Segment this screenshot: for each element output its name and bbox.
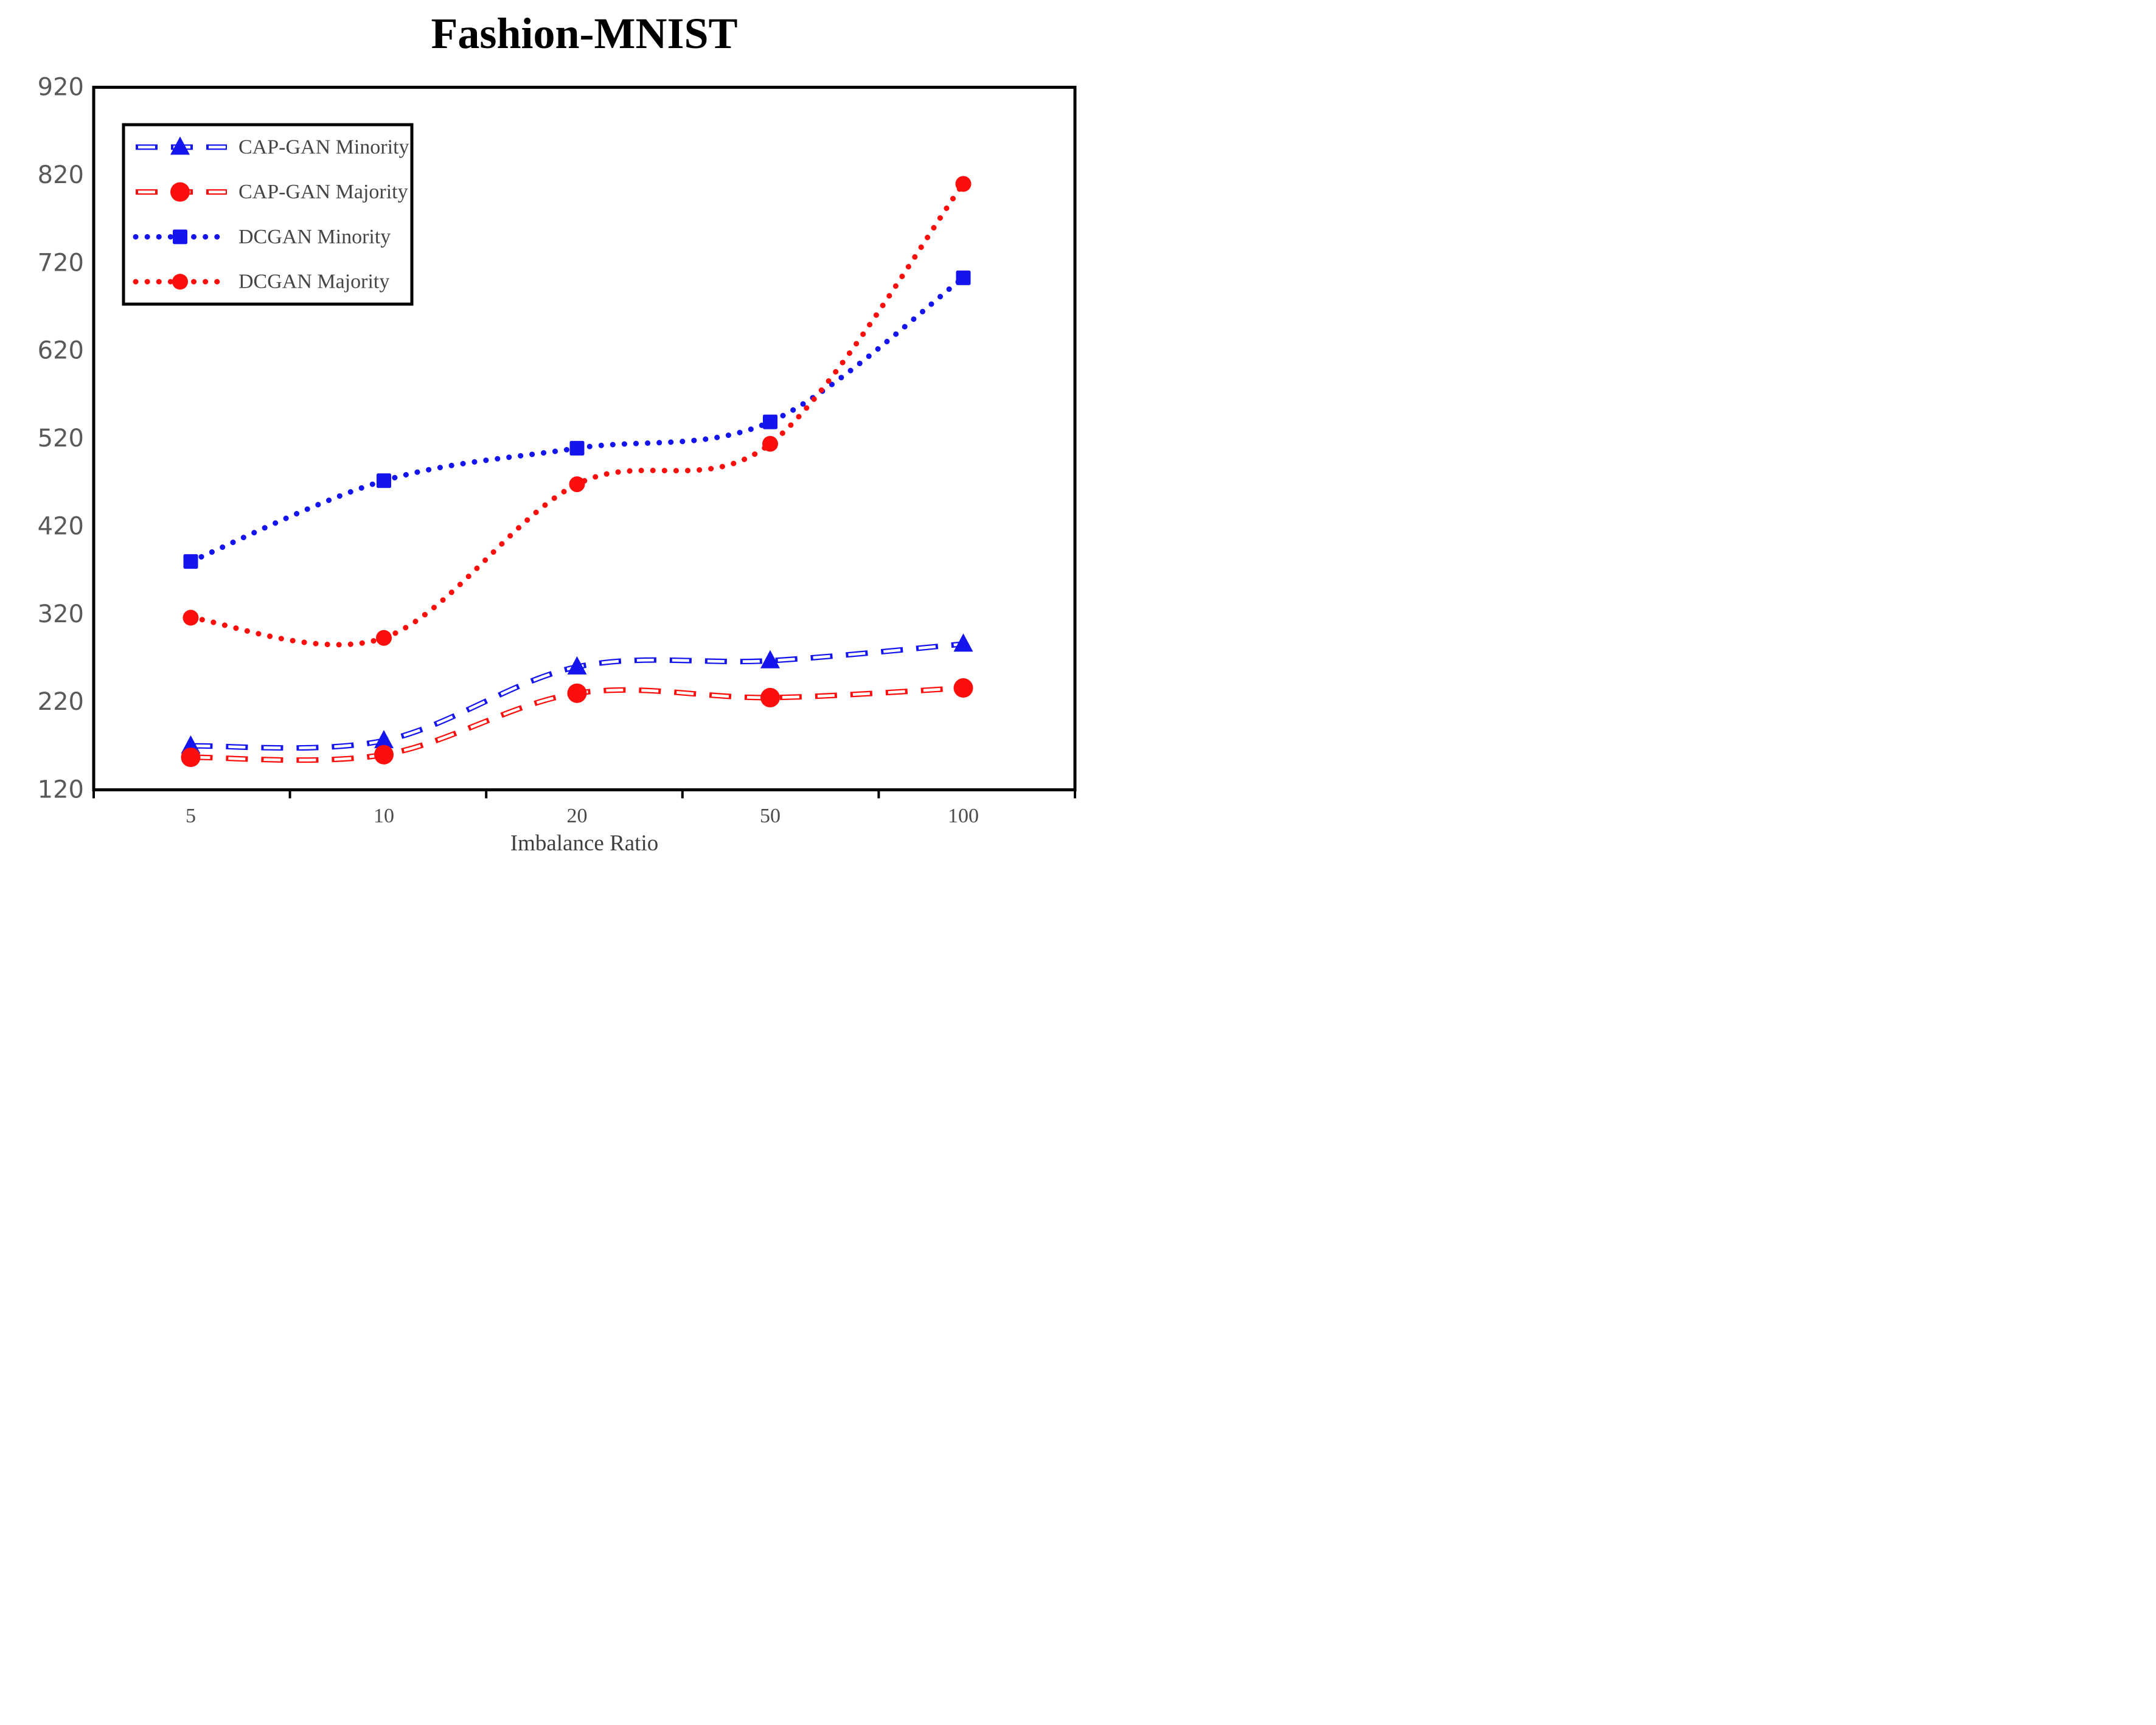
y-tick-label: 620 xyxy=(38,337,84,365)
legend-item-label: DCGAN Majority xyxy=(238,271,389,293)
data-point-cap-gan-minority-cap xyxy=(567,656,587,675)
chart-title: Fashion-MNIST xyxy=(431,9,738,58)
data-point-cap-gan-minority-cap xyxy=(953,633,973,652)
data-point-dcgan-minority xyxy=(569,440,585,456)
data-point-dcgan-majority xyxy=(762,436,778,452)
plot-frame xyxy=(92,86,1077,791)
data-point-dcgan-minority xyxy=(956,270,971,285)
chart-container: Fashion-MNIST 120 220 320 420 520 620 720 820 92… xyxy=(0,0,1078,862)
series-line-dcgan-minority xyxy=(188,275,966,564)
y-tick-label: 120 xyxy=(38,776,84,804)
legend-item-label: DCGAN Minority xyxy=(238,226,391,248)
axis-labels-group: 120 220 320 420 520 620 720 820 920 5 10 20 50 100 Imb… xyxy=(38,74,979,856)
data-point-dcgan-majority xyxy=(183,609,199,626)
y-tick-label: 920 xyxy=(38,74,84,102)
x-tick-label: 100 xyxy=(948,805,979,827)
data-point-dcgan-minority xyxy=(377,473,391,488)
plot-svg: 120 220 320 420 520 620 720 820 920 5 10 20 50 100 Imb… xyxy=(38,74,1077,856)
legend-sample-marker xyxy=(173,229,187,245)
x-axis-title: Imbalance Ratio xyxy=(510,831,658,856)
data-point-dcgan-majority xyxy=(569,476,585,493)
plot-frame-group xyxy=(92,86,1077,791)
y-tick-label: 420 xyxy=(38,512,84,540)
data-point-cap-gan-majority-cap xyxy=(181,748,201,768)
x-tick-label: 20 xyxy=(567,805,588,827)
x-tick-label: 50 xyxy=(760,805,781,827)
y-tick-label: 220 xyxy=(38,688,84,716)
series-markers-group xyxy=(181,176,973,768)
data-point-cap-gan-majority-cap xyxy=(567,683,587,703)
data-point-dcgan-majority xyxy=(376,630,392,646)
y-tick-label: 820 xyxy=(38,161,84,189)
y-tick-label: 720 xyxy=(38,249,84,277)
x-tick-label: 5 xyxy=(186,805,196,827)
data-point-cap-gan-majority-cap xyxy=(953,678,973,698)
legend-sample-marker-cap xyxy=(170,136,190,155)
x-tick-label: 10 xyxy=(374,805,394,827)
y-tick-label: 320 xyxy=(38,600,84,628)
legend-item-label: CAP-GAN Majority xyxy=(238,181,408,203)
axis-ticks-group xyxy=(92,790,1076,799)
series-line-dcgan-majority xyxy=(188,181,966,648)
legend-item-label: CAP-GAN Minority xyxy=(238,136,409,158)
legend-sample-marker-cap xyxy=(170,182,190,202)
data-point-dcgan-majority xyxy=(955,176,972,192)
y-tick-label: 520 xyxy=(38,425,84,453)
data-point-cap-gan-minority-cap xyxy=(374,730,394,749)
data-point-dcgan-minority xyxy=(183,554,198,569)
data-point-cap-gan-majority-cap xyxy=(760,687,780,707)
data-point-dcgan-minority xyxy=(763,414,777,429)
legend-sample-marker xyxy=(172,274,188,290)
legend-group: CAP-GAN Minority CAP-GAN Majority DCGAN Mi… xyxy=(122,123,414,306)
data-point-cap-gan-majority-cap xyxy=(374,744,394,765)
data-point-cap-gan-minority-cap xyxy=(760,650,780,668)
